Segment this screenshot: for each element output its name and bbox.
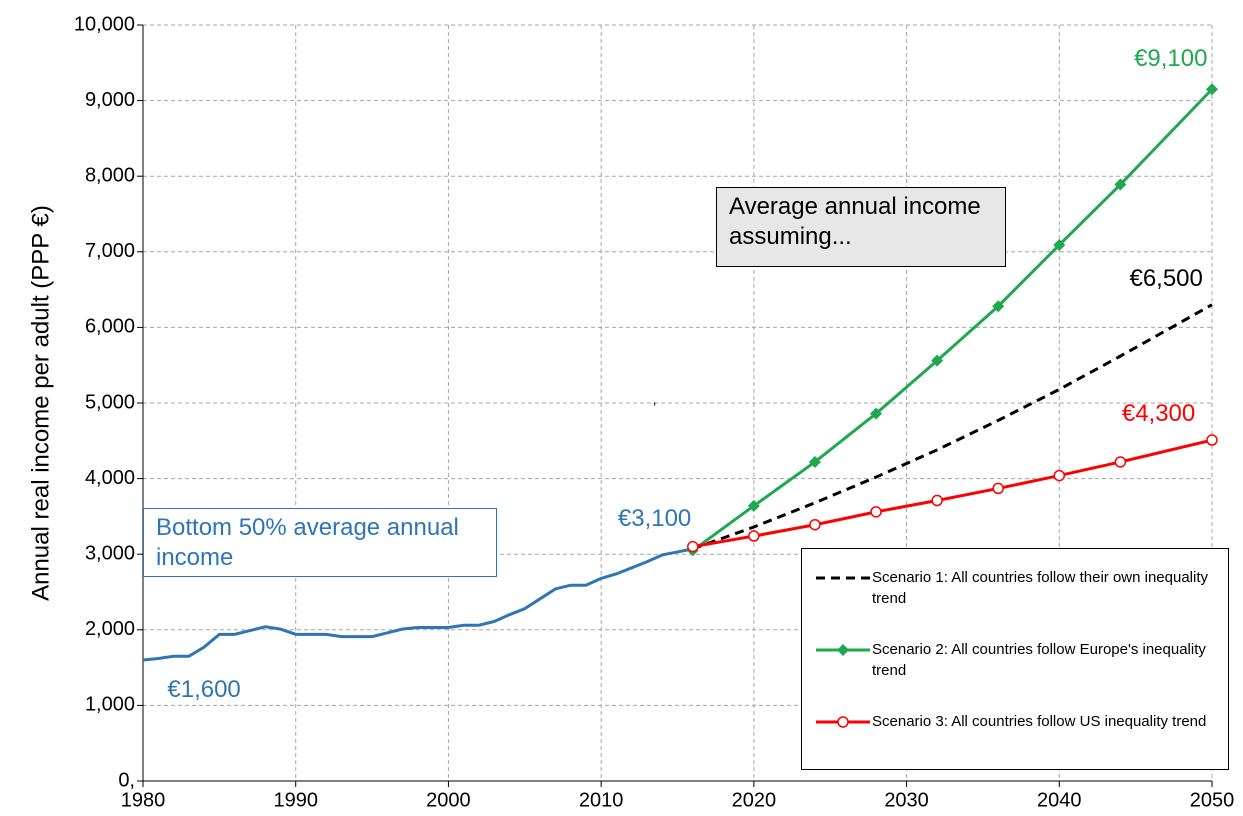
marker <box>1053 238 1066 251</box>
legend-symbol <box>816 716 870 728</box>
marker <box>837 716 849 728</box>
marker <box>992 482 1004 495</box>
legend-symbol <box>816 576 870 580</box>
y-tick-label: 0, <box>118 769 135 791</box>
marker <box>1114 178 1127 191</box>
line <box>691 88 1214 552</box>
marker <box>992 300 1005 313</box>
marker <box>808 455 821 468</box>
marker <box>870 407 883 420</box>
marker <box>931 354 944 367</box>
marker <box>809 518 821 531</box>
y-tick-label: 10,000 <box>74 13 135 35</box>
marker <box>1206 83 1218 96</box>
marker <box>1114 456 1127 468</box>
annotation-box: Bottom 50% average annual income <box>143 508 497 577</box>
line <box>692 303 1213 551</box>
x-tick-label: 1980 <box>121 789 166 811</box>
line <box>142 547 694 662</box>
marker <box>687 540 699 553</box>
legend-symbol <box>816 644 870 656</box>
annotation: €9,100 <box>1134 45 1208 73</box>
legend: Scenario 1: All countries follow their o… <box>801 548 1229 770</box>
x-tick-label: 2040 <box>1037 789 1082 811</box>
y-tick-label: 2,000 <box>85 618 135 640</box>
legend-entry: Scenario 3: All countries follow US ineq… <box>872 713 1207 730</box>
y-tick-label: 4,000 <box>85 467 135 489</box>
x-tick-label: 2020 <box>732 789 777 811</box>
marker <box>931 494 943 507</box>
y-tick-label: 7,000 <box>85 240 135 262</box>
y-tick-label: 5,000 <box>85 391 135 413</box>
marker <box>748 530 760 542</box>
y-tick-label: 9,000 <box>85 89 135 111</box>
annotation: €6,500 <box>1129 265 1203 293</box>
annotation: €4,300 <box>1121 400 1196 428</box>
y-tick-label: 1,000 <box>85 694 135 716</box>
legend-entry: Scenario 1: All countries follow their o… <box>872 569 1209 607</box>
marker <box>837 644 849 656</box>
y-tick-label: 3,000 <box>85 542 135 564</box>
x-tick-label: 2010 <box>579 789 624 811</box>
annotation: €1,600 <box>167 676 241 704</box>
y-axis-label: Annual real income per adult (PPP €) <box>27 205 54 601</box>
x-tick-label: 2050 <box>1190 789 1235 811</box>
marker <box>1206 434 1218 446</box>
annotation: €3,100 <box>617 505 692 533</box>
legend-entry: Scenario 2: All countries follow Europe'… <box>872 641 1206 679</box>
marker <box>747 499 760 512</box>
y-tick-label: 6,000 <box>85 316 135 338</box>
annotation: , <box>652 391 657 408</box>
x-tick-label: 2030 <box>884 789 929 811</box>
marker <box>1053 469 1066 482</box>
y-tick-label: 8,000 <box>85 164 135 186</box>
marker <box>870 506 882 518</box>
x-tick-label: 1990 <box>273 789 318 811</box>
annotation-box: Average annual income assuming... <box>716 187 1006 267</box>
x-tick-label: 2000 <box>426 789 471 811</box>
